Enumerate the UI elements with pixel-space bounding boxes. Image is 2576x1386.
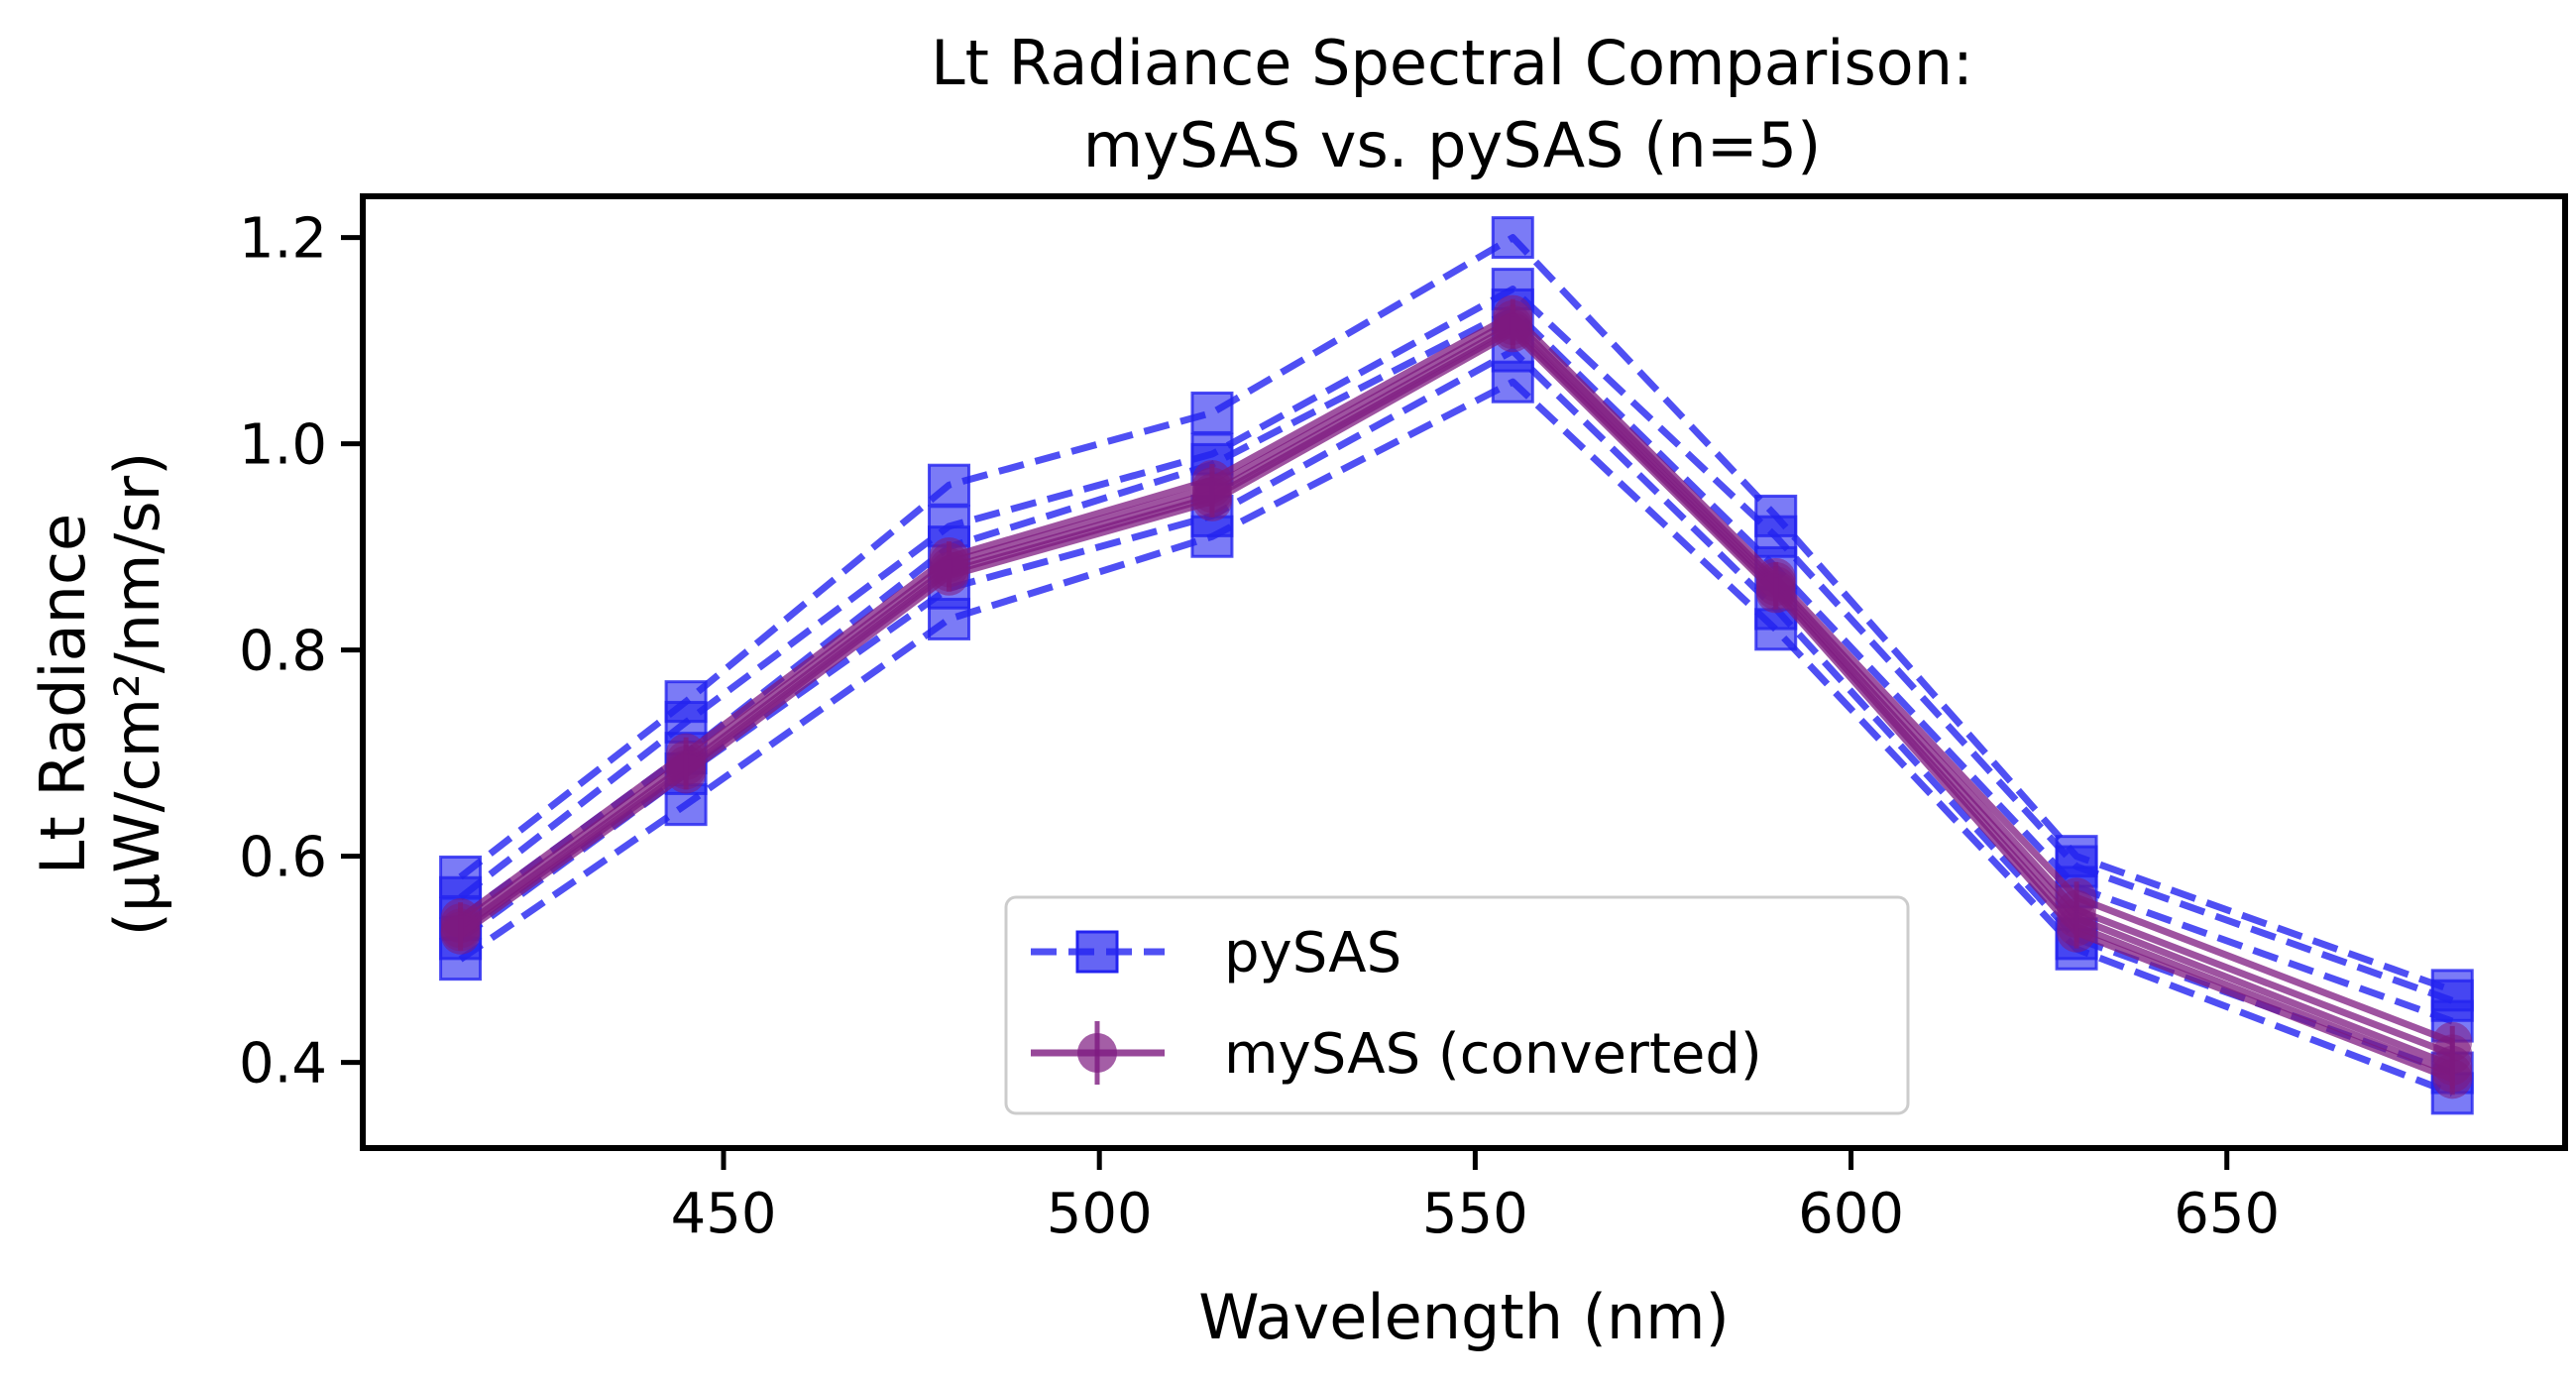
series-0	[439, 216, 2474, 1012]
legend-mysas-marker	[1077, 1033, 1117, 1073]
y-axis-ticks: 0.4 0.6 0.8 1.0 1.2	[239, 207, 363, 1097]
pysas-marker	[1491, 360, 1534, 404]
mysas-marker	[2057, 912, 2097, 953]
x-tick-label: 650	[2174, 1182, 2280, 1246]
legend-pysas-label: pySAS	[1224, 921, 1401, 985]
legend-box	[1004, 895, 1910, 1115]
chart-title-line2: mySAS vs. pySAS (n=5)	[1083, 109, 1822, 181]
mysas-line	[458, 311, 2454, 1046]
y-axis-label-line1: Lt Radiance	[27, 514, 99, 874]
plot-frame	[360, 193, 2568, 1151]
y-tick-label: 1.0	[239, 413, 327, 478]
x-tick-label: 500	[1047, 1182, 1153, 1246]
pysas-line	[458, 305, 2454, 1025]
x-axis-ticks: 450 500 550 600 650	[671, 1148, 2280, 1246]
pysas-line	[458, 378, 2454, 1097]
y-tick-label: 0.4	[239, 1032, 327, 1097]
mysas-marker	[666, 753, 707, 794]
series-layer	[439, 216, 2474, 1115]
mysas-marker	[1493, 312, 1533, 353]
mysas-marker	[1755, 573, 1796, 614]
legend-mysas-label: mySAS (converted)	[1224, 1022, 1762, 1087]
mysas-marker	[1191, 481, 1232, 521]
pysas-marker	[1754, 608, 1798, 651]
mysas-marker	[440, 914, 481, 955]
y-axis-label-line2: (µW/cm²/nm/sr)	[101, 452, 173, 937]
pysas-marker	[1190, 515, 1234, 558]
chart-title: Lt Radiance Spectral Comparison: mySAS v…	[931, 27, 1973, 181]
legend: pySAS mySAS (converted)	[1004, 895, 1910, 1115]
mysas-line	[458, 316, 2454, 1058]
pysas-marker	[1491, 216, 1534, 260]
y-tick-label: 0.6	[239, 826, 327, 890]
pysas-marker	[928, 597, 971, 640]
pysas-marker	[928, 463, 971, 507]
y-tick-label: 1.2	[239, 207, 327, 272]
y-axis-label: Lt Radiance (µW/cm²/nm/sr)	[27, 452, 173, 937]
chart-title-line1: Lt Radiance Spectral Comparison:	[931, 27, 1973, 99]
mysas-marker	[2432, 1059, 2473, 1099]
pysas-line	[458, 234, 2454, 994]
x-tick-label: 550	[1422, 1182, 1528, 1246]
pysas-line	[458, 286, 2454, 1004]
series-9	[440, 312, 2473, 1099]
mysas-marker	[929, 555, 969, 596]
x-tick-label: 600	[1798, 1182, 1904, 1246]
mysas-line	[458, 328, 2454, 1083]
pysas-marker	[1190, 391, 1234, 434]
y-tick-label: 0.8	[239, 620, 327, 684]
legend-pysas-marker	[1075, 930, 1119, 974]
x-tick-label: 450	[671, 1182, 777, 1246]
x-axis-label: Wavelength (nm)	[1198, 1281, 1730, 1353]
